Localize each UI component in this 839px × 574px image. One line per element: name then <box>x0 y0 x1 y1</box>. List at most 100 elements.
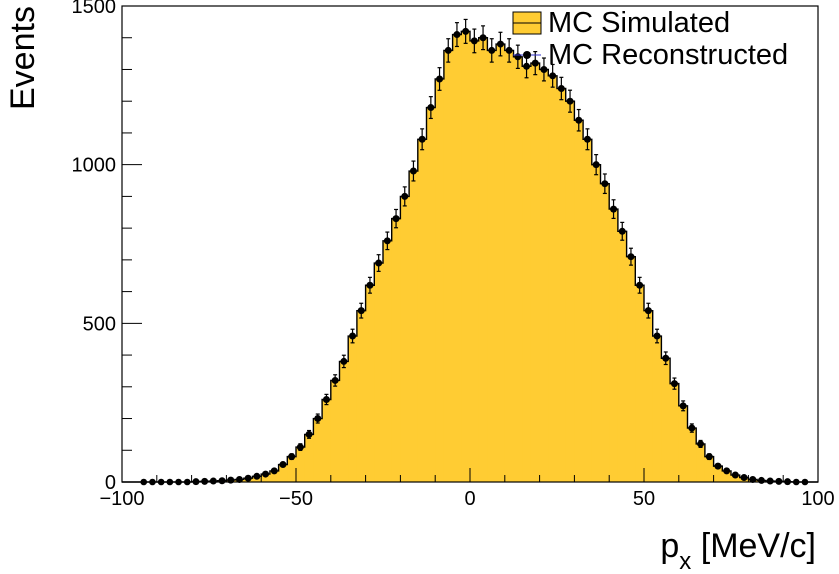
histogram-bin <box>591 164 601 482</box>
histogram-bin <box>348 336 358 482</box>
data-point <box>731 471 739 479</box>
data-point <box>670 380 678 388</box>
data-point-group <box>610 199 618 219</box>
data-point <box>375 259 383 267</box>
legend: MC Simulated MC Reconstructed <box>512 7 788 71</box>
legend-entry-simulated: MC Simulated <box>512 7 730 39</box>
data-point-group <box>270 467 278 475</box>
data-point-group <box>496 31 504 57</box>
data-point <box>583 135 591 143</box>
histogram-bin <box>652 336 662 482</box>
data-point-group <box>453 22 461 48</box>
data-point-group <box>392 208 400 229</box>
data-point <box>418 135 426 143</box>
histogram-bin <box>356 310 366 482</box>
data-point <box>749 475 757 483</box>
data-point-group <box>470 28 478 54</box>
data-point-group <box>340 354 348 369</box>
data-point-group <box>305 429 313 439</box>
data-point <box>470 37 478 45</box>
histogram-bin <box>548 75 558 483</box>
data-point <box>253 472 261 480</box>
x-tick-label: 100 <box>801 488 834 510</box>
histogram-bin <box>617 231 627 482</box>
data-point <box>505 46 513 54</box>
histogram-bin <box>261 474 271 482</box>
data-point-group <box>383 231 391 251</box>
histogram-bin <box>522 66 532 482</box>
histogram-bin <box>513 56 523 482</box>
data-point-group <box>218 477 226 485</box>
histogram-bin <box>687 428 697 482</box>
x-axis-label: px [MeV/c] <box>660 527 816 574</box>
histogram-bin <box>557 88 567 483</box>
data-point <box>766 477 774 485</box>
histogram-bin <box>678 405 688 482</box>
data-point-group <box>331 374 339 387</box>
data-point-group <box>775 477 783 485</box>
data-point-group <box>322 393 330 406</box>
data-point <box>531 59 539 67</box>
data-point <box>235 475 243 483</box>
data-point <box>244 474 252 482</box>
histogram-bin <box>487 50 497 482</box>
histogram-bin <box>452 34 462 483</box>
data-point <box>592 161 600 169</box>
data-point-group <box>235 475 243 483</box>
data-point-group <box>444 38 452 63</box>
histogram-bin <box>626 256 636 482</box>
data-point <box>288 453 296 461</box>
histogram-bin <box>600 183 610 482</box>
histogram-bin <box>391 218 401 482</box>
legend-label-reconstructed: MC Reconstructed <box>548 39 788 71</box>
histogram-bin <box>530 63 540 483</box>
x-tick-label: 0 <box>464 488 475 510</box>
data-point-group <box>679 400 687 412</box>
data-point-group <box>262 470 270 478</box>
data-point <box>218 477 226 485</box>
histogram-bin <box>496 44 506 483</box>
data-point-group <box>253 472 261 480</box>
data-point <box>201 477 209 485</box>
data-point <box>540 65 548 73</box>
data-point <box>296 443 304 451</box>
data-point <box>644 307 652 315</box>
histogram-bin <box>383 240 393 482</box>
data-point <box>618 227 626 235</box>
histogram-bin <box>435 78 445 482</box>
data-point-group <box>566 89 574 113</box>
data-point-group <box>296 443 304 452</box>
data-point-group <box>627 247 635 266</box>
data-point <box>322 395 330 403</box>
data-point <box>523 62 531 70</box>
histogram-bin <box>583 139 593 482</box>
data-point-group <box>740 474 748 482</box>
data-point-group <box>757 476 765 484</box>
y-tick-label: 500 <box>83 313 116 335</box>
data-point-group <box>357 302 365 319</box>
data-point <box>601 180 609 188</box>
histogram-bin <box>661 358 671 482</box>
data-point <box>757 476 765 484</box>
histogram-bin <box>565 101 575 482</box>
histogram-bin <box>470 40 480 482</box>
data-point <box>436 75 444 83</box>
data-point-group <box>575 108 583 132</box>
histogram-bin <box>287 456 297 482</box>
data-point <box>610 205 618 213</box>
data-point <box>383 237 391 245</box>
histogram-bin <box>504 50 514 482</box>
data-point <box>688 424 696 432</box>
histogram-bin <box>374 263 384 482</box>
data-point <box>444 46 452 54</box>
data-point-group <box>488 38 496 63</box>
histogram-bin <box>269 470 279 482</box>
data-point-group <box>279 461 287 469</box>
data-point-group <box>731 471 739 479</box>
x-tick-label: −100 <box>99 488 144 510</box>
data-point <box>653 332 661 340</box>
data-point-group <box>366 276 374 294</box>
x-axis-label-main: p <box>660 527 679 565</box>
data-point <box>575 116 583 124</box>
